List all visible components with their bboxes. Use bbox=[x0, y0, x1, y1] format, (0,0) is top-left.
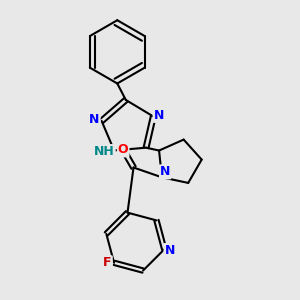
Text: N: N bbox=[160, 165, 170, 178]
Text: F: F bbox=[103, 256, 112, 269]
Text: O: O bbox=[118, 143, 128, 156]
Text: N: N bbox=[154, 109, 164, 122]
Text: N: N bbox=[89, 113, 100, 126]
Text: NH: NH bbox=[94, 145, 115, 158]
Text: N: N bbox=[164, 244, 175, 257]
